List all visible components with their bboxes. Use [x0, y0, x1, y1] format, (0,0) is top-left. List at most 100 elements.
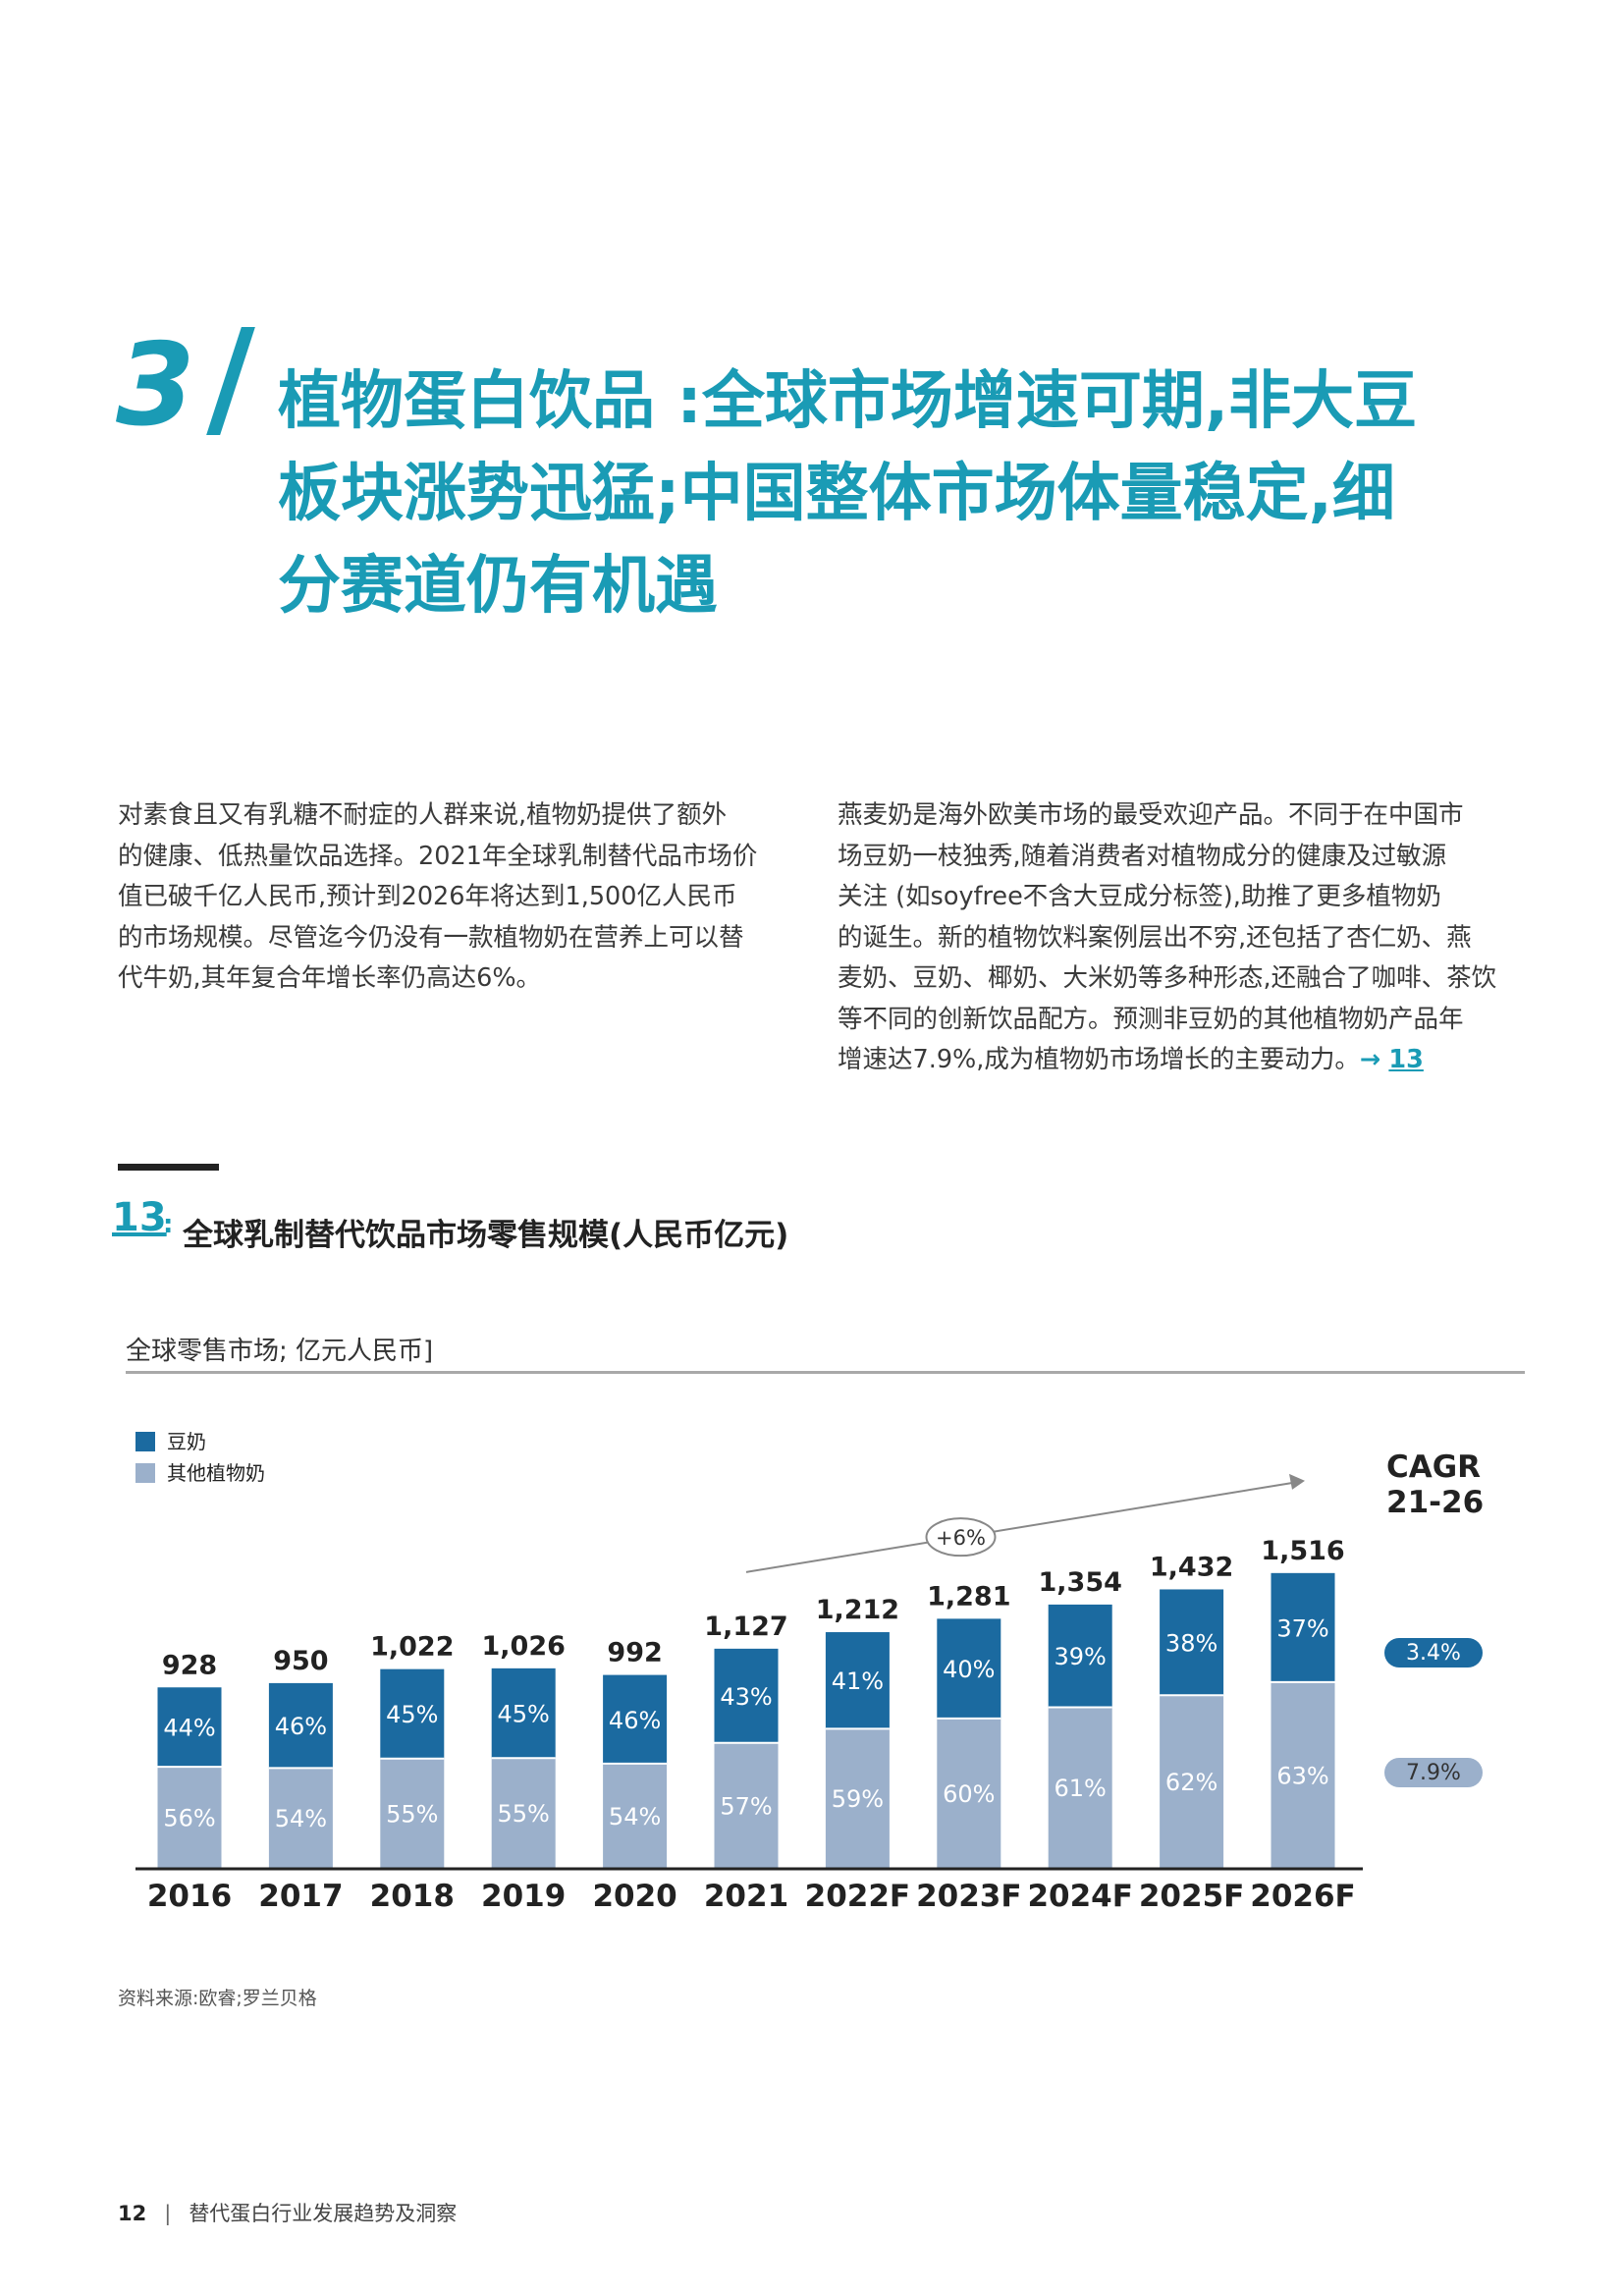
bar-total-label: 1,432 — [1150, 1552, 1233, 1582]
bar-label-other: 55% — [498, 1800, 550, 1828]
bar-total-label: 1,281 — [927, 1581, 1010, 1612]
bar-segment-soy — [1160, 1589, 1224, 1696]
x-tick-label: 2016 — [147, 1879, 232, 1914]
bar-label-other: 62% — [1165, 1769, 1217, 1796]
x-tick-label: 2023F — [916, 1879, 1021, 1914]
bar-label-soy: 38% — [1165, 1629, 1217, 1657]
bar-segment-soy — [825, 1632, 890, 1729]
bar-segment-soy — [603, 1674, 668, 1764]
section-title-line: 分赛道仍有机遇 — [278, 550, 718, 623]
x-tick-label: 2017 — [258, 1879, 343, 1914]
bar-segment-other — [1160, 1695, 1224, 1868]
paragraph-line: 值已破千亿人民币,预计到2026年将达到1,500亿人民币 — [118, 882, 737, 911]
bar-segment-other — [157, 1767, 222, 1868]
bar-segment-other — [937, 1718, 1001, 1868]
legend-swatch — [135, 1463, 155, 1483]
bar-label-other: 60% — [943, 1780, 995, 1808]
growth-arrow-line — [745, 1481, 1294, 1573]
paragraph-line: 的健康、低热量饮品选择。2021年全球乳制替代品市场价 — [118, 841, 758, 871]
cagr-title: CAGR — [1386, 1449, 1481, 1485]
bar-segment-soy — [157, 1687, 222, 1768]
paragraph-line: 的诞生。新的植物饮料案例层出不穷,还包括了杏仁奶、燕 — [838, 922, 1472, 953]
bar-total-label: 1,516 — [1261, 1536, 1344, 1566]
arrow-right-icon: → — [1359, 1045, 1381, 1074]
section-title-line: 板块涨势迅猛;中国整体市场体量稳定,细 — [278, 458, 1395, 530]
arrow-right-icon — [1289, 1473, 1305, 1490]
chart-header-rule — [126, 1371, 1525, 1374]
body-paragraph-right: 燕麦奶是海外欧美市场的最受欢迎产品。不同于在中国市 场豆奶一枝独秀,随着消费者对… — [838, 795, 1525, 1081]
paragraph-line: 的市场规模。尽管迄今仍没有一款植物奶在营养上可以替 — [118, 922, 744, 953]
bar-label-other: 56% — [163, 1805, 215, 1832]
paragraph-line: 增速达7.9%,成为植物奶市场增长的主要动力。→ 13 — [838, 1040, 1525, 1081]
bar-label-soy: 45% — [386, 1701, 438, 1728]
legend-label: 其他植物奶 — [167, 1461, 265, 1485]
bar-label-soy: 37% — [1276, 1614, 1328, 1642]
cagr-title: 21-26 — [1386, 1485, 1484, 1520]
bar-segment-other — [268, 1768, 333, 1868]
x-tick-label: 2024F — [1027, 1879, 1132, 1914]
figure-reference-link[interactable]: 13 — [1388, 1045, 1424, 1074]
bar-total-label: 1,022 — [370, 1632, 454, 1663]
x-tick-label: 2022F — [805, 1879, 910, 1914]
figure-divider — [118, 1164, 219, 1171]
bar-label-soy: 45% — [498, 1701, 550, 1728]
bar-segment-other — [1271, 1681, 1335, 1868]
bar-label-other: 61% — [1055, 1775, 1107, 1802]
section-title-line: 植物蛋白饮品 :全球市场增速可期,非大豆 — [278, 365, 1418, 438]
cagr-pill — [1384, 1758, 1483, 1787]
footer-separator: | — [164, 2202, 172, 2225]
cagr-value-label: 3.4% — [1406, 1641, 1461, 1666]
bar-label-other: 55% — [386, 1800, 438, 1828]
figure-colon: : — [163, 1210, 174, 1239]
x-tick-label: 2026F — [1250, 1879, 1355, 1914]
chart-unit-label: 全球零售市场; 亿元人民币] — [126, 1337, 434, 1366]
x-tick-label: 2019 — [481, 1879, 566, 1914]
paragraph-line: 关注 (如soyfree不含大豆成分标签),助推了更多植物奶 — [838, 882, 1441, 911]
bar-segment-other — [825, 1728, 890, 1868]
bar-segment-soy — [714, 1648, 779, 1743]
cagr-value-label: 7.9% — [1406, 1761, 1461, 1785]
bar-segment-soy — [1271, 1572, 1335, 1682]
paragraph-line: 代牛奶,其年复合年增长率仍高达6%。 — [118, 963, 542, 993]
bar-label-other: 54% — [275, 1805, 327, 1832]
bar-total-label: 928 — [162, 1650, 217, 1680]
figure-number: 13 — [112, 1195, 167, 1240]
paragraph-line: 燕麦奶是海外欧美市场的最受欢迎产品。不同于在中国市 — [838, 800, 1464, 830]
bar-total-label: 1,026 — [481, 1631, 565, 1662]
bar-segment-other — [380, 1758, 445, 1868]
x-tick-label: 2018 — [370, 1879, 455, 1914]
bar-label-soy: 40% — [943, 1656, 995, 1683]
paragraph-line: 麦奶、豆奶、椰奶、大米奶等多种形态,还融合了咖啡、茶饮 — [838, 963, 1497, 993]
bar-segment-soy — [380, 1668, 445, 1759]
paragraph-line-text: 增速达7.9%,成为植物奶市场增长的主要动力。 — [838, 1045, 1360, 1074]
bar-label-soy: 43% — [720, 1683, 772, 1711]
bar-label-soy: 41% — [832, 1667, 884, 1695]
legend-label: 豆奶 — [167, 1430, 206, 1453]
bar-segment-soy — [937, 1618, 1001, 1719]
x-tick-label: 2020 — [592, 1879, 676, 1914]
page-footer: 12 | 替代蛋白行业发展趋势及洞察 — [118, 2198, 457, 2227]
figure-title: 全球乳制替代饮品市场零售规模(人民币亿元) — [183, 1218, 789, 1253]
growth-annotation-badge — [925, 1517, 997, 1558]
publication-title: 替代蛋白行业发展趋势及洞察 — [189, 2202, 458, 2225]
section-number: 3 — [116, 319, 195, 452]
bar-label-soy: 46% — [609, 1707, 661, 1734]
bar-segment-soy — [1048, 1604, 1112, 1708]
body-paragraph-left: 对素食且又有乳糖不耐症的人群来说,植物奶提供了额外 的健康、低热量饮品选择。20… — [118, 795, 805, 1000]
page-number: 12 — [118, 2202, 147, 2225]
bar-total-label: 992 — [607, 1638, 662, 1668]
bar-total-label: 1,212 — [816, 1595, 899, 1625]
bar-total-label: 950 — [273, 1646, 328, 1676]
section-title: 植物蛋白饮品 :全球市场增速可期,非大豆 板块涨势迅猛;中国整体市场体量稳定,细… — [278, 355, 1554, 632]
paragraph-line: 等不同的创新饮品配方。预测非豆奶的其他植物奶产品年 — [838, 1004, 1464, 1034]
legend-swatch — [135, 1432, 155, 1451]
bar-label-soy: 46% — [275, 1713, 327, 1740]
bar-label-other: 54% — [609, 1803, 661, 1831]
source-note: 资料来源:欧睿;罗兰贝格 — [118, 1988, 317, 2009]
bar-label-soy: 39% — [1055, 1643, 1107, 1670]
x-tick-label: 2021 — [704, 1879, 788, 1914]
bar-segment-other — [1048, 1707, 1112, 1868]
x-tick-label: 2025F — [1139, 1879, 1244, 1914]
bar-label-other: 63% — [1276, 1762, 1328, 1789]
